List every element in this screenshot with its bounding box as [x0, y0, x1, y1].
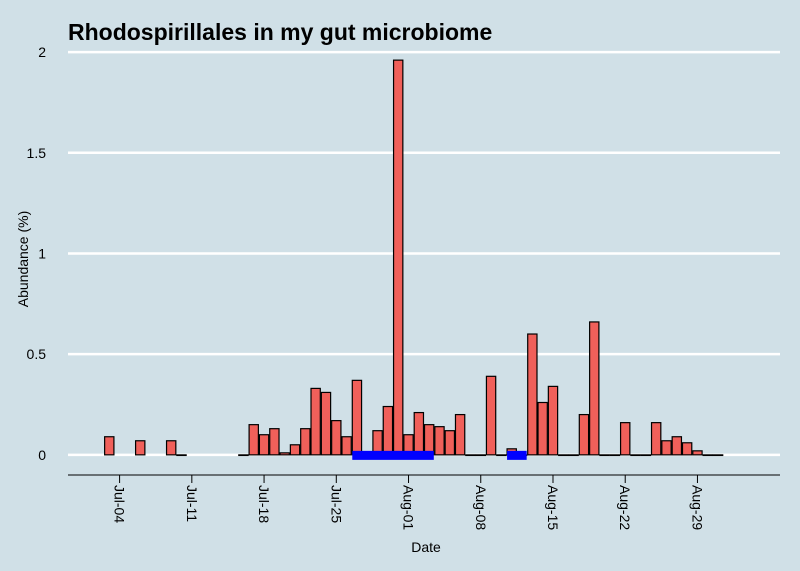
bar — [269, 428, 280, 456]
bar — [558, 454, 569, 457]
bar — [475, 454, 486, 457]
bar — [547, 385, 559, 456]
bar — [650, 422, 662, 456]
x-tick-layer: Jul-04 Jul-11 Jul-18 Jul-25 Aug-01 Aug-08 Aug-… — [112, 475, 705, 530]
bar — [258, 434, 270, 456]
bar — [599, 454, 610, 457]
bar — [104, 436, 115, 456]
bar — [640, 454, 652, 457]
bar — [465, 454, 476, 457]
bar — [413, 411, 425, 456]
bar — [692, 450, 703, 456]
bar — [392, 59, 404, 456]
x-tick-label: Jul-18 — [256, 485, 272, 523]
bar — [568, 454, 579, 457]
y-tick-label: 0 — [38, 447, 46, 463]
y-axis-label: Abundance (%) — [15, 211, 31, 308]
x-axis-label: Date — [411, 539, 441, 555]
y-tick-label: 2 — [38, 44, 46, 60]
marker-layer — [352, 450, 527, 460]
x-tick-label: Jul-04 — [112, 485, 128, 523]
bar — [238, 454, 249, 457]
bar — [496, 454, 507, 457]
bar — [485, 375, 497, 456]
bar — [578, 413, 590, 456]
bar — [537, 401, 548, 456]
bar — [248, 424, 259, 456]
x-tick-label: Jul-11 — [184, 485, 200, 522]
bar — [661, 440, 672, 456]
x-tick-label: Aug-08 — [473, 485, 489, 530]
y-tick-layer: 0 0.5 1 1.5 2 — [27, 44, 47, 463]
y-tick-label: 1 — [38, 245, 46, 261]
bar — [589, 321, 600, 456]
bar — [351, 379, 363, 456]
bar — [444, 430, 456, 456]
x-tick-label: Jul-25 — [328, 485, 344, 523]
chart-title: Rhodospirillales in my gut microbiome — [68, 19, 492, 45]
bar — [609, 454, 621, 457]
x-tick-label: Aug-22 — [617, 485, 633, 530]
bar — [382, 405, 394, 456]
x-tick-label: Aug-15 — [545, 485, 561, 530]
y-tick-label: 1.5 — [27, 145, 47, 161]
bar — [134, 440, 146, 456]
period-marker — [507, 450, 527, 460]
bar — [423, 424, 435, 456]
y-tick-label: 0.5 — [27, 346, 47, 362]
bar — [702, 454, 714, 457]
bar — [681, 442, 693, 456]
bar-layer — [104, 59, 724, 457]
bar — [289, 444, 301, 456]
bar — [300, 428, 311, 456]
bar — [527, 333, 538, 456]
x-tick-label: Aug-29 — [689, 485, 705, 530]
bar — [712, 454, 724, 457]
bar — [310, 387, 321, 456]
bar — [341, 436, 352, 456]
bar — [279, 452, 290, 456]
bar — [434, 426, 445, 456]
bar — [331, 420, 342, 456]
bar — [454, 413, 466, 456]
bar — [176, 454, 187, 457]
bar — [320, 391, 332, 456]
bar — [165, 440, 177, 456]
period-marker — [352, 450, 434, 460]
bar — [671, 436, 683, 456]
bar — [619, 422, 631, 456]
x-tick-label: Aug-01 — [401, 485, 417, 530]
bar — [630, 454, 641, 457]
